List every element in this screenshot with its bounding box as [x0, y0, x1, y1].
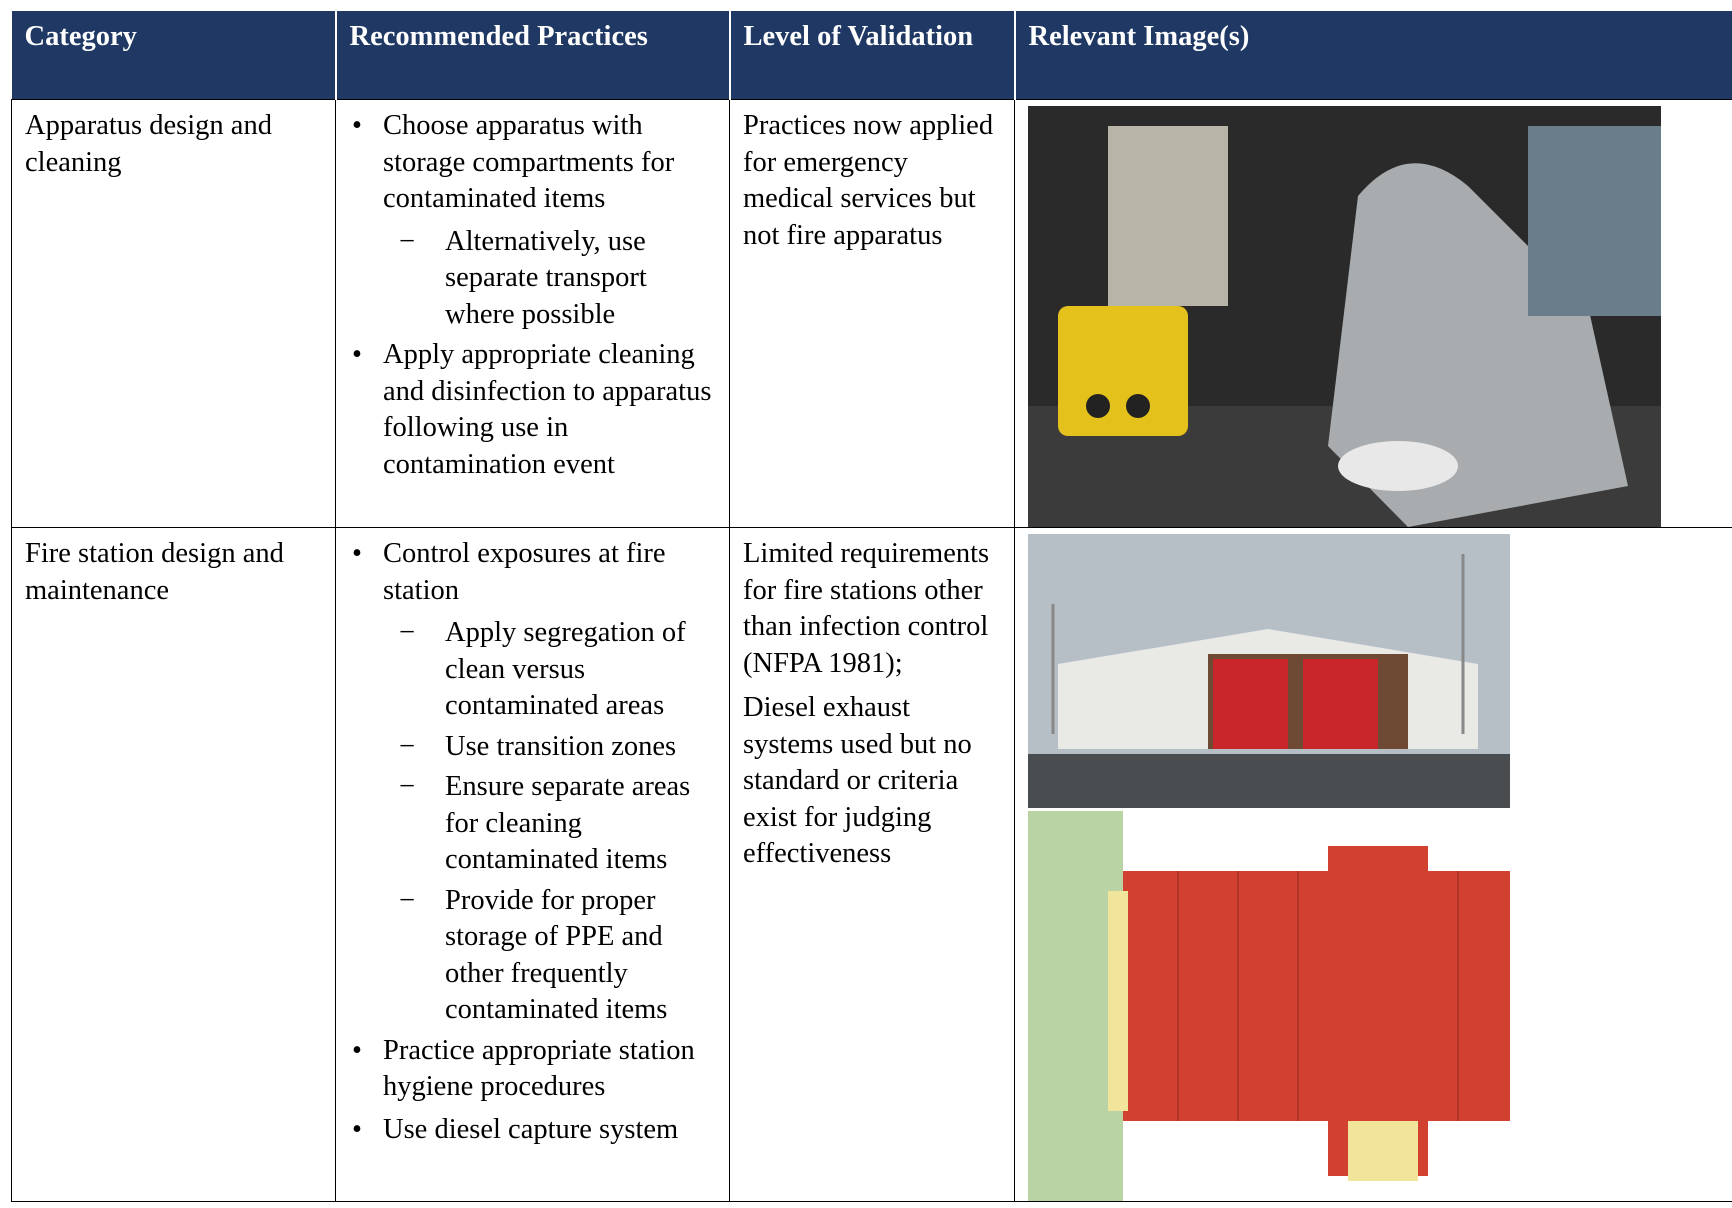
sub-practice-item: Alternatively, use separate transport wh…	[349, 224, 716, 334]
practices-cell: Choose apparatus with storage compartmen…	[335, 99, 730, 528]
validation-text: Limited requirements for fire stations o…	[743, 538, 990, 679]
sub-practice-item: Apply segregation of clean versus contam…	[349, 615, 716, 725]
practices-table: Category Recommended Practices Level of Va…	[11, 11, 1732, 1202]
validation-cell: Practices now applied for emergency medi…	[729, 99, 1015, 528]
column-header: Category	[11, 11, 337, 100]
practice-item: Choose apparatus with storage compartmen…	[349, 108, 716, 218]
practice-list: Control exposures at fire stationApply s…	[349, 536, 716, 1148]
column-header: Level of Validation	[729, 11, 1016, 100]
sub-practice-item: Provide for proper storage of PPE and ot…	[349, 883, 716, 1029]
photo-decontamination	[1028, 106, 1661, 527]
practice-list: Choose apparatus with storage compartmen…	[349, 108, 716, 483]
floor-plan	[1028, 811, 1510, 1201]
table-row: Fire station design and maintenanceContr…	[11, 527, 1732, 1202]
header-row: Category Recommended Practices Level of Va…	[11, 11, 1732, 100]
image-cell	[1014, 527, 1732, 1202]
practice-item: Practice appropriate station hygiene pro…	[349, 1033, 716, 1106]
practice-item: Control exposures at fire station	[349, 536, 716, 609]
practice-item: Apply appropriate cleaning and disinfect…	[349, 337, 716, 483]
sub-practice-item: Ensure separate areas for cleaning conta…	[349, 769, 716, 879]
practice-item: Use diesel capture system	[349, 1112, 716, 1149]
validation-cell: Limited requirements for fire stations o…	[729, 527, 1015, 1202]
validation-text: Diesel exhaust systems used but no stand…	[743, 692, 972, 869]
practices-cell: Control exposures at fire stationApply s…	[335, 527, 730, 1202]
table-row: Apparatus design and cleaningChoose appa…	[11, 99, 1732, 528]
sub-practice-item: Use transition zones	[349, 729, 716, 766]
validation-text: Practices now applied for emergency medi…	[743, 110, 994, 251]
column-header: Recommended Practices	[335, 11, 731, 100]
photo-fire-station	[1028, 534, 1510, 808]
category-cell: Apparatus design and cleaning	[11, 99, 336, 528]
image-cell	[1014, 99, 1732, 528]
column-header: Relevant Image(s)	[1014, 11, 1732, 100]
category-cell: Fire station design and maintenance	[11, 527, 336, 1202]
